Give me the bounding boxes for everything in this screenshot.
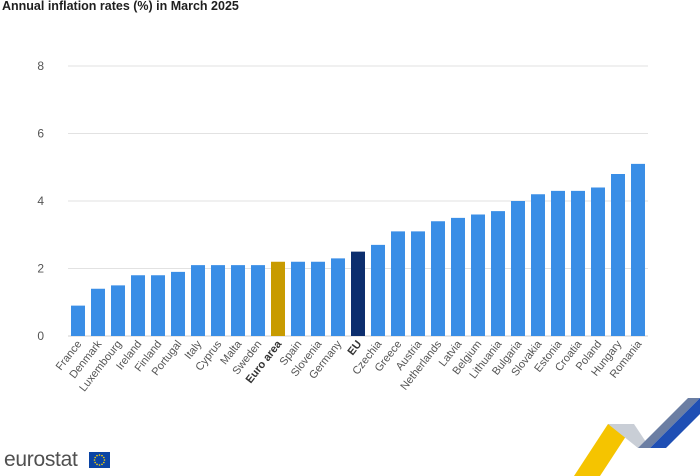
bar-hungary xyxy=(611,174,625,336)
decorative-ribbon-icon xyxy=(574,398,700,476)
y-tick-label: 8 xyxy=(37,59,44,73)
bar-estonia xyxy=(551,190,565,336)
bar-latvia xyxy=(451,217,465,336)
bar-slovakia xyxy=(531,194,545,336)
bar-malta xyxy=(231,265,245,336)
bar-slovenia xyxy=(311,261,325,336)
bar-sweden xyxy=(251,265,265,336)
eurostat-logo-text: eurostat xyxy=(4,448,78,471)
y-tick-label: 0 xyxy=(37,329,44,343)
bar-portugal xyxy=(171,271,185,336)
bar-poland xyxy=(591,187,605,336)
eu-flag-icon xyxy=(89,452,110,468)
bar-italy xyxy=(191,265,205,336)
bar-netherlands xyxy=(431,221,445,336)
bar-eu xyxy=(351,251,365,336)
bars xyxy=(71,163,645,336)
bar-luxembourg xyxy=(111,285,125,336)
bar-france xyxy=(71,305,85,336)
bar-romania xyxy=(631,163,645,336)
bar-germany xyxy=(331,258,345,336)
bar-denmark xyxy=(91,288,105,336)
y-tick-label: 2 xyxy=(37,262,44,276)
bar-ireland xyxy=(131,275,145,336)
bar-greece xyxy=(391,231,405,336)
y-axis-ticks: 0 2 4 6 8 xyxy=(37,59,44,343)
x-axis-ticks: FranceDenmarkLuxembourgIrelandFinlandPor… xyxy=(54,338,645,394)
bar-bulgaria xyxy=(511,201,525,336)
bar-euro-area xyxy=(271,261,285,336)
chart-title: Annual inflation rates (%) in March 2025 xyxy=(2,0,239,13)
bar-austria xyxy=(411,231,425,336)
bar-spain xyxy=(291,261,305,336)
bar-czechia xyxy=(371,244,385,336)
y-tick-label: 6 xyxy=(37,127,44,141)
y-tick-label: 4 xyxy=(37,194,44,208)
bar-croatia xyxy=(571,190,585,336)
bar-finland xyxy=(151,275,165,336)
bar-belgium xyxy=(471,214,485,336)
bar-lithuania xyxy=(491,211,505,336)
bar-cyprus xyxy=(211,265,225,336)
